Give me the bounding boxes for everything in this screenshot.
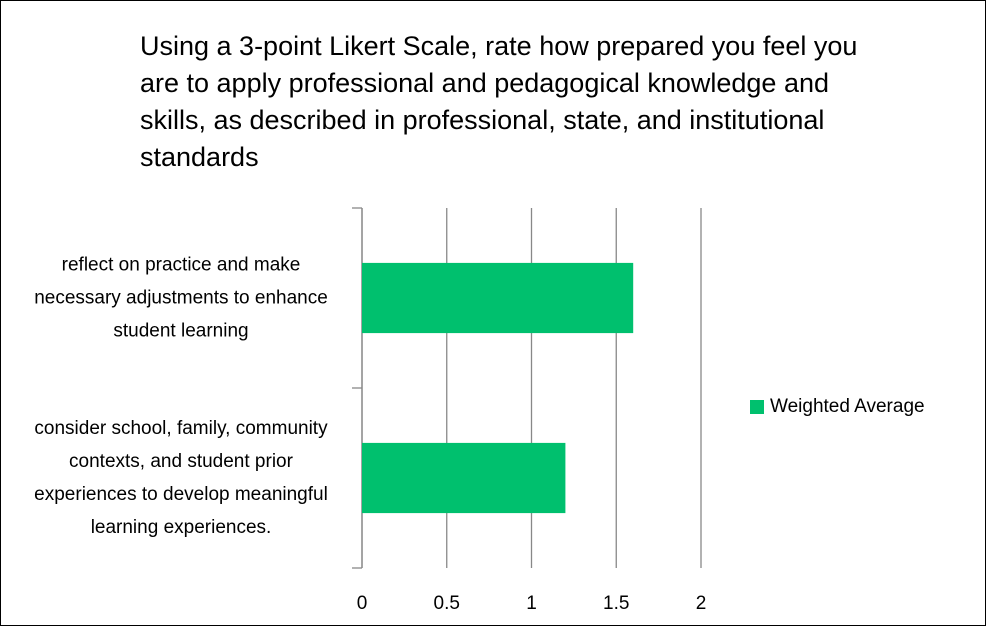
x-tick-label: 1.5 — [603, 593, 629, 614]
x-tick-label: 0.5 — [434, 593, 460, 614]
legend-swatch — [750, 400, 764, 414]
chart-title: Using a 3-point Likert Scale, rate how p… — [140, 31, 858, 172]
bar — [362, 442, 566, 514]
x-tick-label: 0 — [357, 593, 368, 614]
bar — [362, 262, 634, 334]
legend-label: Weighted Average — [770, 396, 925, 417]
x-tick-label: 1 — [526, 593, 537, 614]
y-tick-label: reflect on practice and make necessary a… — [34, 254, 328, 342]
x-tick-label: 2 — [696, 593, 707, 614]
y-tick-label: consider school, family, community conte… — [34, 418, 328, 538]
